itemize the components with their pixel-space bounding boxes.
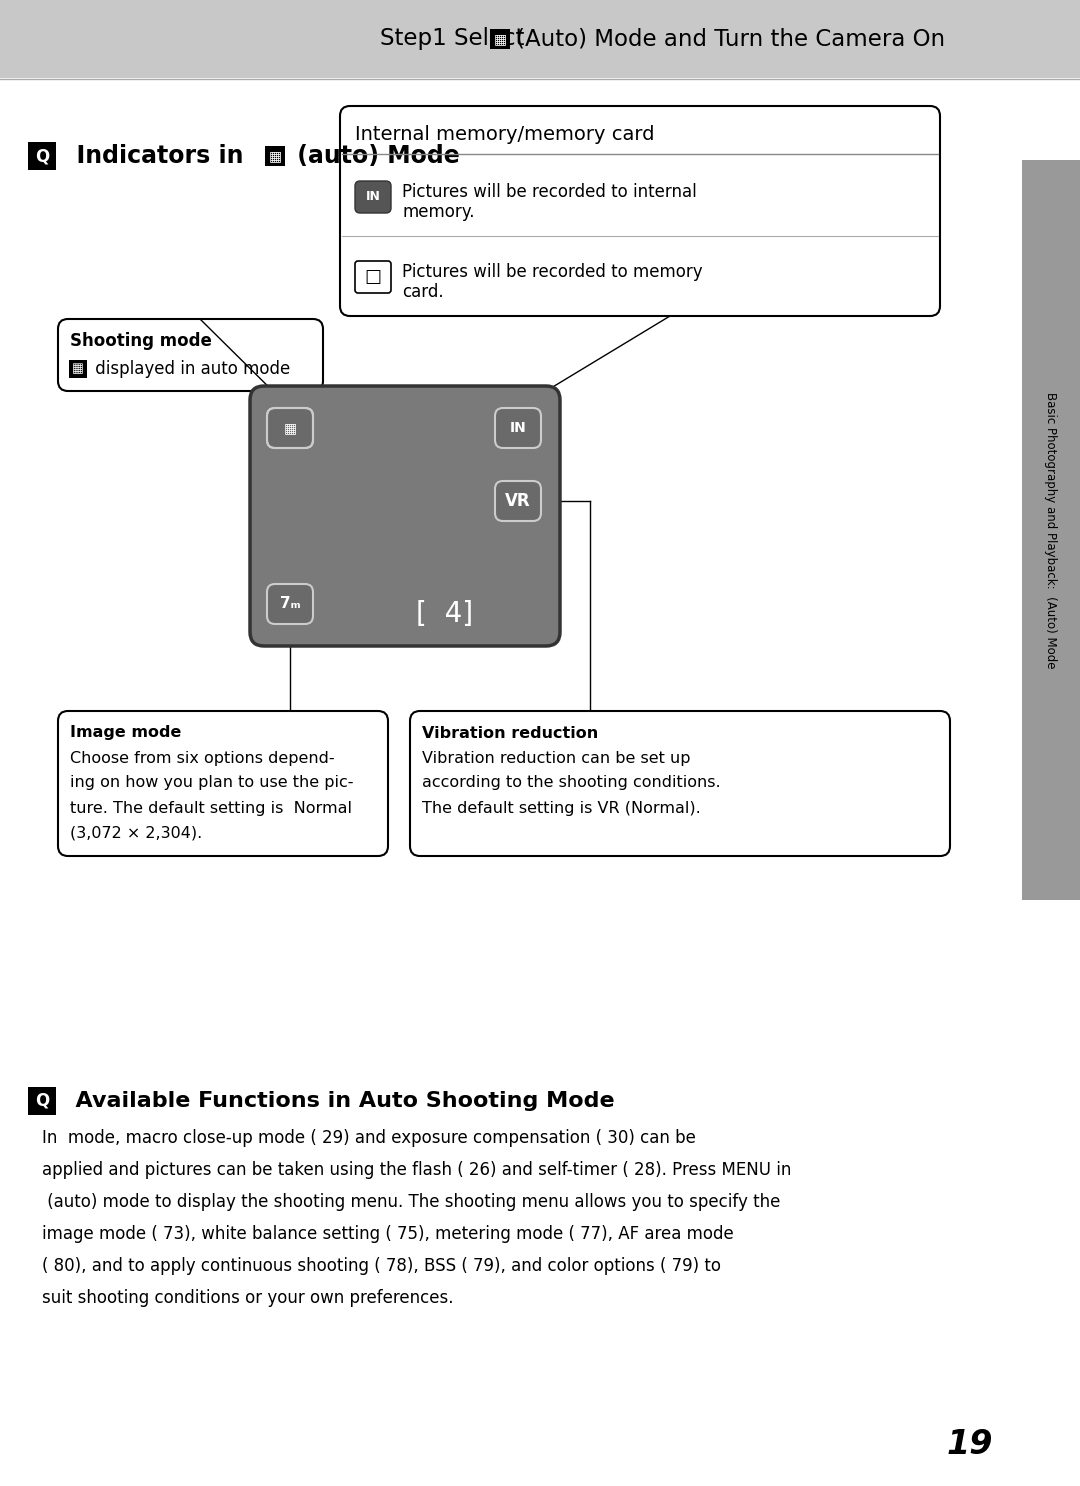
Text: Vibration reduction: Vibration reduction xyxy=(422,725,598,740)
Text: ▦: ▦ xyxy=(269,149,282,163)
Text: Q: Q xyxy=(35,147,49,165)
Bar xyxy=(1022,160,1080,901)
Text: image mode ( 73), white balance setting ( 75), metering mode ( 77), AF area mode: image mode ( 73), white balance setting … xyxy=(42,1224,733,1242)
FancyBboxPatch shape xyxy=(355,181,391,212)
FancyBboxPatch shape xyxy=(58,710,388,856)
Bar xyxy=(69,360,87,377)
Text: ▦: ▦ xyxy=(72,363,84,376)
FancyBboxPatch shape xyxy=(249,386,561,646)
Text: In  mode, macro close-up mode ( 29) and exposure compensation ( 30) can be: In mode, macro close-up mode ( 29) and e… xyxy=(42,1129,696,1147)
Text: Image mode: Image mode xyxy=(70,725,181,740)
FancyBboxPatch shape xyxy=(495,481,541,522)
Text: 19: 19 xyxy=(947,1428,994,1461)
Bar xyxy=(490,30,510,49)
Text: Indicators in: Indicators in xyxy=(60,144,252,168)
Text: The default setting is VR (Normal).: The default setting is VR (Normal). xyxy=(422,801,701,816)
Text: according to the shooting conditions.: according to the shooting conditions. xyxy=(422,776,720,791)
Text: Q: Q xyxy=(35,1092,49,1110)
Text: [  4]: [ 4] xyxy=(417,600,473,629)
FancyBboxPatch shape xyxy=(267,409,313,447)
Text: VR: VR xyxy=(505,492,530,510)
Text: Pictures will be recorded to memory: Pictures will be recorded to memory xyxy=(402,263,703,281)
Text: 7ₘ: 7ₘ xyxy=(280,596,300,612)
FancyBboxPatch shape xyxy=(58,319,323,391)
FancyBboxPatch shape xyxy=(410,710,950,856)
Text: ture. The default setting is  Normal: ture. The default setting is Normal xyxy=(70,801,352,816)
Text: Vibration reduction can be set up: Vibration reduction can be set up xyxy=(422,750,690,765)
Text: Basic Photography and Playback:  (Auto) Mode: Basic Photography and Playback: (Auto) M… xyxy=(1044,392,1057,669)
Bar xyxy=(28,143,56,169)
Text: □: □ xyxy=(365,267,381,285)
Text: ▦: ▦ xyxy=(283,421,297,435)
FancyBboxPatch shape xyxy=(267,584,313,624)
Text: ( 80), and to apply continuous shooting ( 78), BSS ( 79), and color options ( 79: ( 80), and to apply continuous shooting … xyxy=(42,1257,721,1275)
Bar xyxy=(0,0,1080,77)
Bar xyxy=(265,146,285,166)
Text: (auto) Mode: (auto) Mode xyxy=(289,144,460,168)
Text: Available Functions in Auto Shooting Mode: Available Functions in Auto Shooting Mod… xyxy=(60,1091,615,1112)
Text: Internal memory/memory card: Internal memory/memory card xyxy=(355,125,654,144)
Text: ing on how you plan to use the pic-: ing on how you plan to use the pic- xyxy=(70,776,353,791)
Text: Shooting mode: Shooting mode xyxy=(70,331,212,351)
Text: (3,072 × 2,304).: (3,072 × 2,304). xyxy=(70,826,202,841)
Text: memory.: memory. xyxy=(402,204,474,221)
Bar xyxy=(280,418,300,438)
Text: displayed in auto mode: displayed in auto mode xyxy=(90,360,291,377)
FancyBboxPatch shape xyxy=(355,262,391,293)
FancyBboxPatch shape xyxy=(340,106,940,317)
Bar xyxy=(28,1086,56,1114)
Text: applied and pictures can be taken using the flash ( 26) and self-timer ( 28). Pr: applied and pictures can be taken using … xyxy=(42,1161,792,1178)
Text: Choose from six options depend-: Choose from six options depend- xyxy=(70,750,335,765)
Text: IN: IN xyxy=(365,190,380,204)
Text: Pictures will be recorded to internal: Pictures will be recorded to internal xyxy=(402,183,697,201)
Text: IN: IN xyxy=(510,421,526,435)
Text: card.: card. xyxy=(402,282,444,302)
Text: (auto) mode to display the shooting menu. The shooting menu allows you to specif: (auto) mode to display the shooting menu… xyxy=(42,1193,781,1211)
Text: Step1 Select: Step1 Select xyxy=(380,28,525,51)
FancyBboxPatch shape xyxy=(495,409,541,447)
Text: suit shooting conditions or your own preferences.: suit shooting conditions or your own pre… xyxy=(42,1288,454,1308)
Text: (Auto) Mode and Turn the Camera On: (Auto) Mode and Turn the Camera On xyxy=(516,28,945,51)
Text: ▦: ▦ xyxy=(494,33,507,46)
